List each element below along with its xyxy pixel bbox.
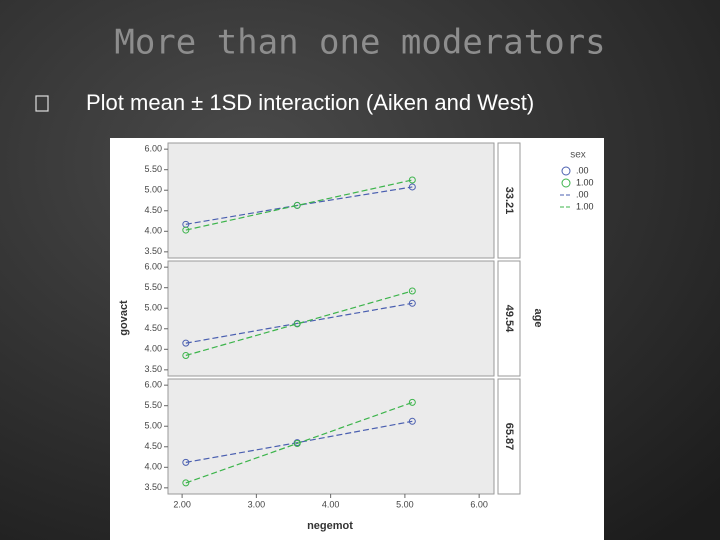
point	[408, 299, 416, 307]
legend-label: .00	[576, 165, 589, 175]
series-line	[185, 420, 413, 463]
y-tick-label: 6.00	[144, 144, 162, 154]
panel-strip	[497, 378, 521, 495]
y-tick-label: 3.50	[144, 246, 162, 256]
legend-label: .00	[576, 189, 589, 199]
y-tick-label: 5.00	[144, 185, 162, 195]
panel-label: 33.21	[503, 187, 515, 215]
y-tick-label: 4.50	[144, 323, 162, 333]
point	[408, 398, 416, 406]
y-tick-label: 3.50	[144, 364, 162, 374]
point	[408, 287, 416, 295]
bullet-text: Plot mean ± 1SD interaction (Aiken and W…	[86, 90, 534, 115]
point	[182, 339, 190, 347]
point	[293, 439, 301, 447]
bullet-marker	[35, 95, 49, 112]
legend-label: 1.00	[576, 177, 594, 187]
y-tick-label: 4.00	[144, 462, 162, 472]
legend-title: sex	[570, 150, 586, 161]
point	[408, 176, 416, 184]
x-tick-label: 3.00	[248, 499, 266, 509]
y-tick-label: 5.00	[144, 303, 162, 313]
point	[293, 320, 301, 328]
y-tick-label: 6.00	[144, 380, 162, 390]
panel-label: 65.87	[503, 423, 515, 451]
point	[408, 183, 416, 191]
legend-label: 1.00	[576, 201, 594, 211]
y-tick-label: 6.00	[144, 262, 162, 272]
point	[182, 226, 190, 234]
y-tick-label: 5.00	[144, 421, 162, 431]
x-tick-label: 6.00	[470, 499, 488, 509]
y-tick-label: 4.00	[144, 344, 162, 354]
y-tick-label: 4.50	[144, 441, 162, 451]
facet-label: age	[532, 309, 544, 328]
panel-background	[167, 260, 495, 377]
point	[182, 479, 190, 487]
y-tick-label: 5.50	[144, 282, 162, 292]
series-line	[185, 179, 413, 231]
legend-marker	[561, 178, 571, 188]
point	[182, 458, 190, 466]
x-tick-label: 2.00	[173, 499, 191, 509]
y-tick-label: 5.50	[144, 400, 162, 410]
panel-strip	[497, 260, 521, 377]
series-line	[185, 401, 413, 484]
series-line	[185, 302, 413, 344]
y-tick-label: 4.00	[144, 226, 162, 236]
x-axis-label: negemot	[307, 520, 353, 532]
series-line	[185, 186, 413, 225]
y-tick-label: 5.50	[144, 164, 162, 174]
y-tick-label: 3.50	[144, 482, 162, 492]
slide-title: More than one moderators	[114, 23, 605, 63]
y-tick-label: 4.50	[144, 205, 162, 215]
x-tick-label: 5.00	[396, 499, 414, 509]
y-axis-label: govact	[118, 300, 130, 336]
point	[293, 201, 301, 209]
point	[182, 351, 190, 359]
x-tick-label: 4.00	[322, 499, 340, 509]
panel-strip	[497, 142, 521, 259]
panel-label: 49.54	[503, 305, 515, 333]
point	[408, 417, 416, 425]
legend-marker	[561, 166, 571, 176]
series-line	[185, 290, 413, 357]
